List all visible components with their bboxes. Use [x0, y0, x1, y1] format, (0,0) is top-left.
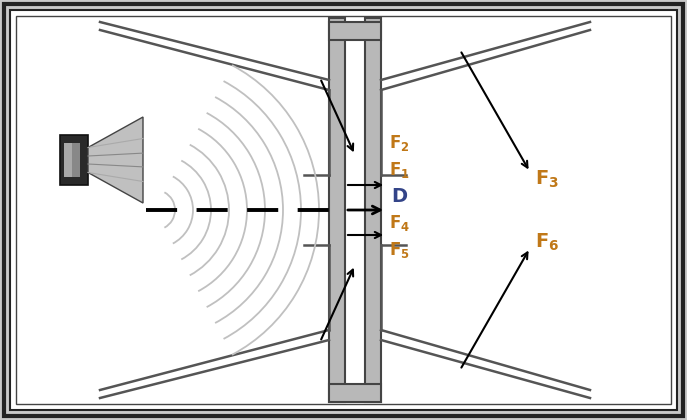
- Bar: [329, 22, 381, 40]
- Bar: [329, 18, 345, 402]
- Bar: [329, 384, 381, 402]
- Bar: [365, 18, 381, 402]
- Text: $\mathbf{F_1}$: $\mathbf{F_1}$: [389, 160, 409, 180]
- Text: $\mathbf{F_5}$: $\mathbf{F_5}$: [389, 240, 409, 260]
- Text: $\mathbf{F_4}$: $\mathbf{F_4}$: [389, 213, 410, 233]
- Bar: [345, 18, 365, 402]
- Bar: [64, 143, 72, 177]
- Text: $\mathbf{F_6}$: $\mathbf{F_6}$: [535, 232, 559, 253]
- Bar: [64, 143, 80, 177]
- Text: $\mathbf{F_2}$: $\mathbf{F_2}$: [389, 133, 409, 153]
- Text: $\mathbf{F_3}$: $\mathbf{F_3}$: [535, 169, 559, 190]
- Polygon shape: [88, 117, 143, 203]
- Text: $\mathbf{D}$: $\mathbf{D}$: [391, 187, 408, 206]
- Bar: [60, 135, 88, 185]
